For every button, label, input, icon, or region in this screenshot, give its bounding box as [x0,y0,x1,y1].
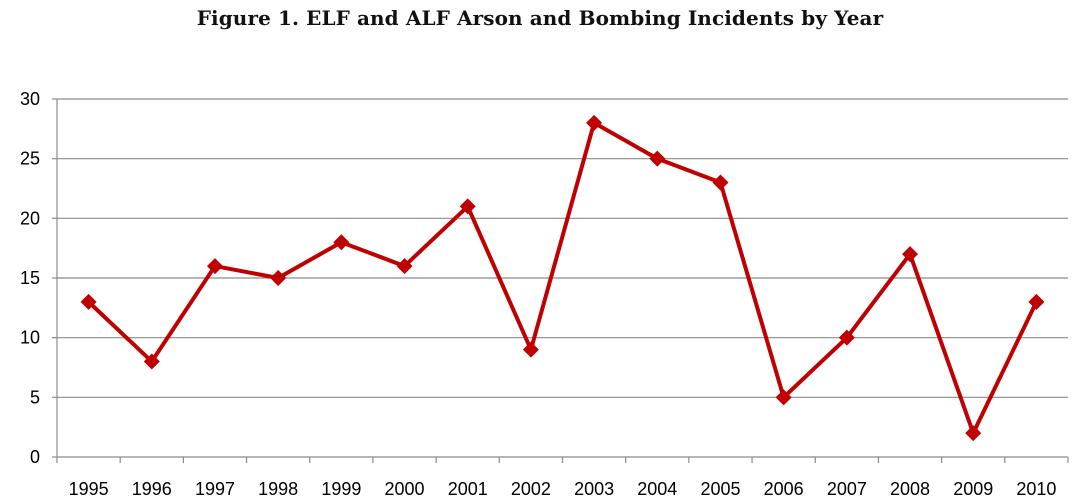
data-point-1996 [143,353,160,370]
x-tick-label: 1998 [258,479,298,499]
x-tick-label: 1999 [321,479,361,499]
y-tick-label: 0 [30,447,40,467]
y-tick-label: 15 [20,268,40,288]
series-line [86,120,1039,436]
x-tick-label: 2009 [953,479,993,499]
data-point-2000 [396,258,413,275]
x-tick-label: 1995 [69,479,109,499]
data-point-1999 [333,234,350,251]
y-tick-label: 30 [20,89,40,109]
x-tick-label: 2002 [511,479,551,499]
data-point-2003 [586,114,603,131]
y-tick-label: 5 [30,387,40,407]
x-tick-label: 2000 [385,479,425,499]
data-point-2007 [838,329,855,346]
x-tick-label: 1996 [132,479,172,499]
x-tick-label: 2007 [827,479,867,499]
gridlines [57,98,1068,398]
data-point-2002 [522,341,539,358]
x-tick-label: 2006 [764,479,804,499]
y-axis-ticks: 0 5 10 15 20 25 30 [20,89,57,467]
x-tick-label: 2010 [1016,479,1056,499]
y-tick-label: 20 [20,208,40,228]
series-group [80,114,1045,442]
chart-title: Figure 1. ELF and ALF Arson and Bombing … [196,6,884,30]
data-point-2006 [775,389,792,406]
data-point-2010 [1028,293,1045,310]
y-tick-label: 25 [20,149,40,169]
x-tick-label: 2004 [637,479,677,499]
x-tick-label: 2008 [890,479,930,499]
data-point-2005 [712,174,729,191]
x-tick-label: 2003 [574,479,614,499]
x-tick-label: 2005 [700,479,740,499]
data-point-2008 [902,246,919,263]
data-point-1997 [206,258,223,275]
x-tick-label: 1997 [195,479,235,499]
data-point-1995 [80,293,97,310]
data-point-2009 [965,425,982,442]
data-point-2004 [649,150,666,167]
data-point-2001 [459,198,476,215]
x-tick-label: 2001 [448,479,488,499]
y-tick-label: 10 [20,328,40,348]
x-axis-ticks: 1995 1996 1997 1998 1999 2000 2001 2002 2003 2004… [56,457,1069,499]
data-point-1998 [270,270,287,286]
